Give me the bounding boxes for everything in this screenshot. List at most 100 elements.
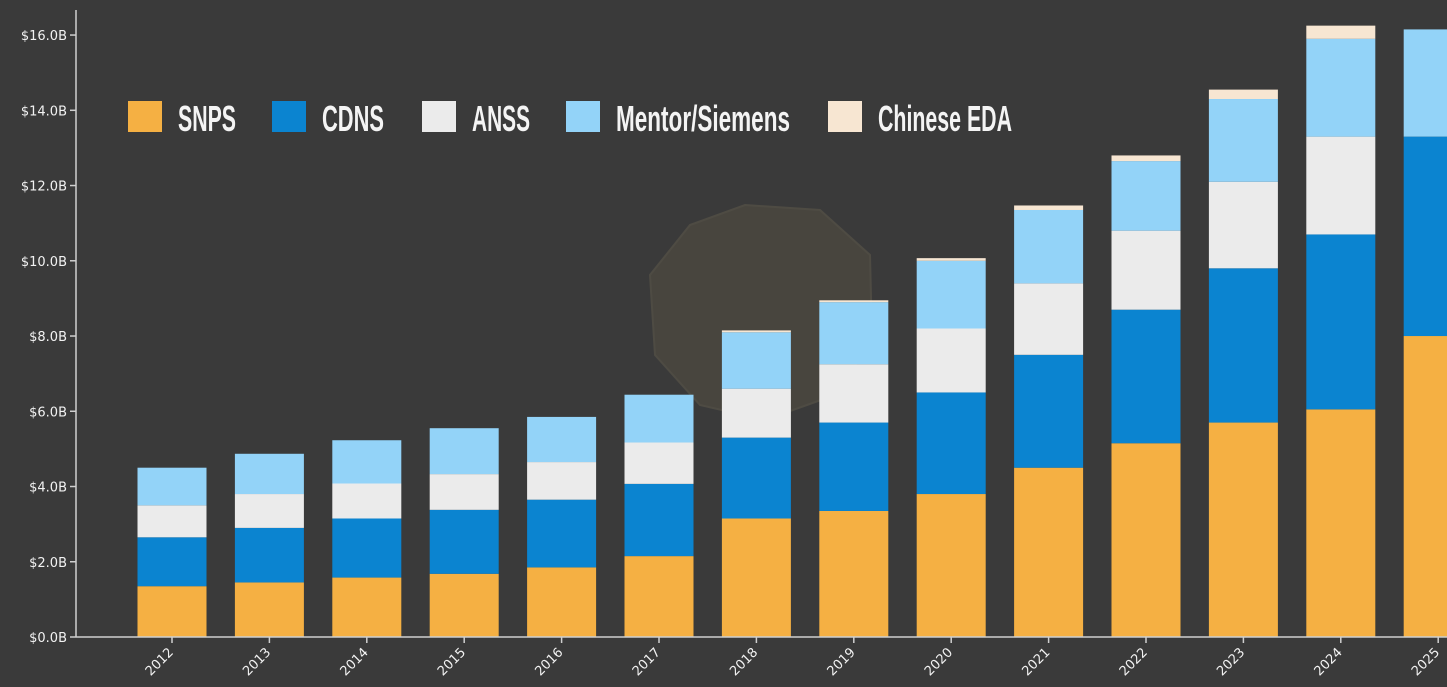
bar-2016-anss (527, 462, 597, 500)
bar-2023-anss (1208, 181, 1278, 269)
legend-swatch-cdns (272, 101, 306, 132)
bar-2023-cdns (1208, 268, 1278, 423)
bar-2016-cdns (527, 499, 597, 568)
bar-2023-mentor-siemens (1208, 99, 1278, 182)
y-tick-label: $14.0B (21, 104, 67, 119)
x-tick-label: 2016 (532, 645, 566, 679)
bar-2016-snps (527, 567, 597, 637)
x-tick-label: 2013 (240, 645, 274, 679)
bar-2014-cdns (332, 518, 402, 578)
bar-2013-cdns (234, 527, 304, 583)
legend-label-chinese-eda: Chinese EDA (878, 98, 1012, 139)
x-tick-label: 2015 (435, 645, 469, 679)
x-axis: 2012 2013 2014 2015 2016 2017 2018 2019 2020 2021… (76, 636, 1447, 679)
bar-2018-snps (721, 518, 791, 637)
bar-2012-snps (137, 586, 207, 637)
bar-2020-mentor-siemens (916, 260, 986, 329)
bar-2012-anss (137, 505, 207, 538)
y-tick-label: $16.0B (21, 29, 67, 44)
legend-label-mentor-siemens: Mentor/Siemens (616, 98, 790, 139)
bar-2014-mentor-siemens (332, 440, 402, 484)
bar-2023-snps (1208, 422, 1278, 637)
bar-2017-snps (624, 556, 694, 637)
bar-2015-mentor-siemens (429, 428, 499, 475)
x-tick-label: 2021 (1019, 645, 1053, 679)
y-tick-label: $12.0B (21, 180, 67, 195)
bar-2017-mentor-siemens (624, 394, 694, 443)
x-tick-label: 2020 (922, 645, 956, 679)
bar-2018-cdns (721, 437, 791, 519)
bar-2016-mentor-siemens (527, 416, 597, 463)
y-tick-label: $10.0B (21, 255, 67, 270)
y-tick-label: $8.0B (29, 330, 67, 345)
bar-2024-snps (1306, 409, 1376, 637)
y-tick-label: $4.0B (29, 481, 67, 496)
bar-2018-anss (721, 388, 791, 438)
bar-2019-snps (819, 510, 889, 637)
legend-swatch-mentor-siemens (566, 101, 600, 132)
bar-2021-cdns (1014, 354, 1084, 468)
bar-2022-anss (1111, 230, 1181, 310)
bar-2021-anss (1014, 283, 1084, 355)
bars-layer (137, 25, 1447, 637)
bar-2019-mentor-siemens (819, 302, 889, 365)
bar-2022-mentor-siemens (1111, 161, 1181, 231)
bar-2024-anss (1306, 136, 1376, 235)
bar-2019-chinese-eda (819, 300, 889, 303)
y-tick-label: $2.0B (29, 556, 67, 571)
legend-swatch-chinese-eda (828, 101, 862, 132)
x-tick-label: 2019 (825, 645, 859, 679)
bar-2024-mentor-siemens (1306, 38, 1376, 137)
legend-label-snps: SNPS (178, 98, 236, 139)
x-tick-label: 2017 (630, 645, 664, 679)
bar-2015-snps (429, 573, 499, 637)
bar-2021-chinese-eda (1014, 205, 1084, 210)
bar-2018-chinese-eda (721, 330, 791, 333)
y-tick-label: $6.0B (29, 405, 67, 420)
bar-2020-cdns (916, 392, 986, 495)
y-tick-label: $0.0B (29, 631, 67, 646)
x-tick-label: 2024 (1312, 645, 1346, 679)
bar-2017-cdns (624, 483, 694, 557)
bar-2023-chinese-eda (1208, 89, 1278, 100)
bar-2019-cdns (819, 422, 889, 511)
y-axis: $0.0B $2.0B $4.0B $6.0B $8.0B $10.0B $12.0B $14… (21, 10, 77, 646)
bar-2019-anss (819, 364, 889, 423)
bar-2012-cdns (137, 537, 207, 587)
bar-2020-chinese-eda (916, 258, 986, 261)
bar-2022-snps (1111, 443, 1181, 637)
bar-2013-anss (234, 494, 304, 528)
x-tick-label: 2025 (1409, 645, 1443, 679)
x-tick-label: 2018 (727, 645, 761, 679)
bar-2020-snps (916, 494, 986, 637)
bar-2024-cdns (1306, 234, 1376, 410)
legend-label-anss: ANSS (472, 98, 530, 139)
bar-2021-mentor-siemens (1014, 209, 1084, 284)
bar-2024-chinese-eda (1306, 25, 1376, 39)
bar-2013-snps (234, 582, 304, 637)
bar-2025-mentor-siemens (1403, 29, 1447, 137)
legend-label-cdns: CDNS (322, 98, 384, 139)
bar-2022-chinese-eda (1111, 155, 1181, 162)
bar-2025-cdns (1403, 136, 1447, 337)
x-tick-label: 2014 (338, 645, 372, 679)
bar-2017-anss (624, 442, 694, 484)
legend-swatch-anss (422, 101, 456, 132)
x-tick-label: 2023 (1214, 645, 1248, 679)
legend-swatch-snps (128, 101, 162, 132)
bar-2025-snps (1403, 336, 1447, 637)
bar-2015-anss (429, 474, 499, 510)
legend: SNPS CDNS ANSS Mentor/Siemens Chinese EDA (128, 98, 1012, 139)
bar-2013-mentor-siemens (234, 453, 304, 495)
bar-2012-mentor-siemens (137, 467, 207, 506)
bar-2022-cdns (1111, 309, 1181, 444)
bar-2021-snps (1014, 467, 1084, 637)
x-tick-label: 2012 (143, 645, 177, 679)
bar-2014-snps (332, 577, 402, 637)
bar-2020-anss (916, 328, 986, 393)
bar-2018-mentor-siemens (721, 332, 791, 389)
bar-2015-cdns (429, 509, 499, 574)
bar-2014-anss (332, 483, 402, 519)
